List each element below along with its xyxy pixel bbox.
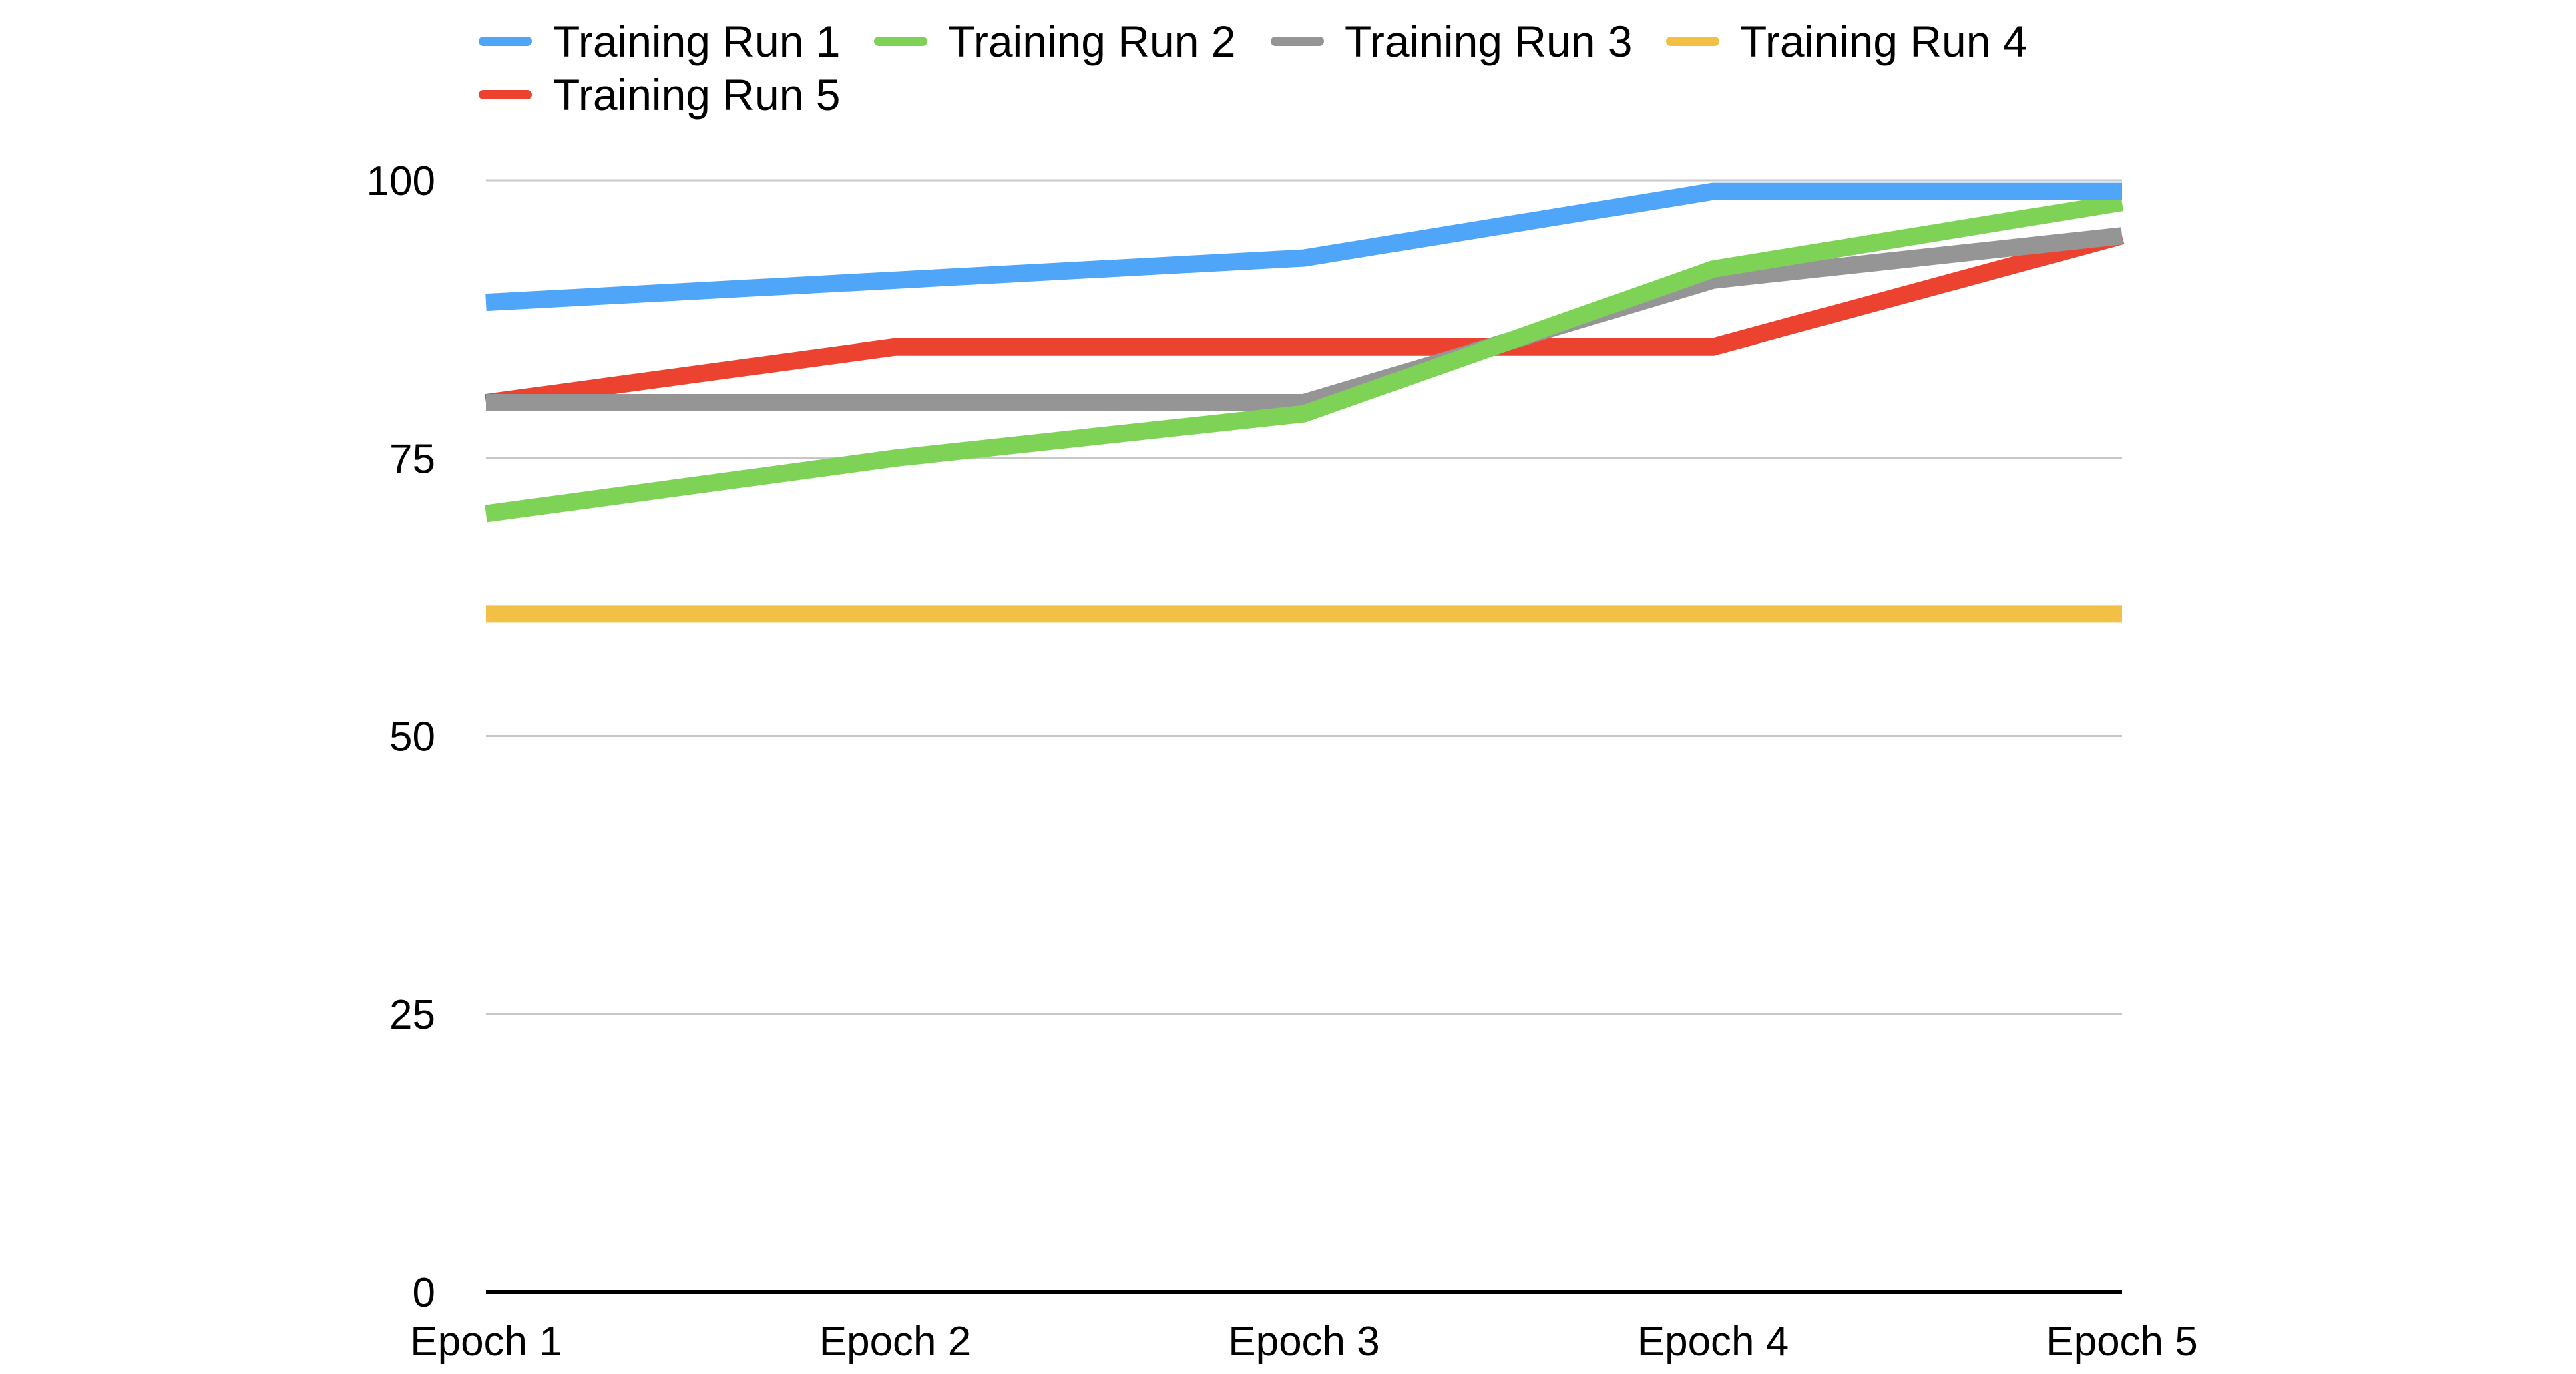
legend-label-4: Training Run 4 [1740, 17, 2027, 66]
series-line-5 [485, 227, 2125, 411]
series-line-3 [486, 227, 2123, 411]
series-line-1 [485, 182, 2122, 312]
legend-label-1: Training Run 1 [553, 17, 840, 66]
legend-label-3: Training Run 3 [1345, 17, 1632, 66]
legend-label-5: Training Run 5 [553, 70, 840, 120]
x-tick-label: Epoch 2 [819, 1319, 972, 1365]
y-axis-ticks: 0 25 50 75 100 [367, 158, 435, 1316]
series-lines [485, 182, 2125, 623]
x-axis-ticks: Epoch 1 Epoch 2 Epoch 3 Epoch 4 Epoch 5 [410, 1319, 2198, 1365]
y-tick-label: 50 [389, 714, 435, 760]
y-tick-label: 0 [413, 1270, 435, 1316]
x-tick-label: Epoch 1 [410, 1319, 562, 1365]
x-tick-label: Epoch 3 [1228, 1319, 1380, 1365]
x-tick-label: Epoch 4 [1637, 1319, 1789, 1365]
y-tick-label: 100 [367, 158, 435, 204]
legend: Training Run 1 Training Run 2 Training Run… [479, 17, 2027, 120]
gridlines [486, 179, 2122, 1015]
legend-label-2: Training Run 2 [948, 17, 1235, 66]
y-tick-label: 75 [389, 436, 435, 482]
series-line-2 [485, 194, 2124, 523]
y-tick-label: 25 [389, 992, 435, 1038]
x-tick-label: Epoch 5 [2046, 1319, 2198, 1365]
